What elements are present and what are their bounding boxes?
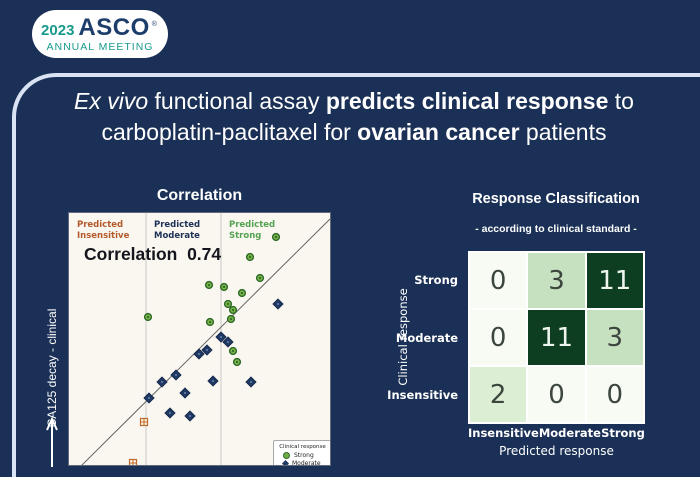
matrix-x-axis-label: Predicted response: [499, 444, 614, 458]
scatter-plot: Predicted Insensitive Predicted Moderate…: [68, 212, 331, 466]
registered-mark-icon: ®: [151, 21, 157, 29]
matrix-subtitle: - according to clinical standard -: [475, 223, 637, 235]
logo-subtitle: ANNUAL MEETING: [46, 40, 154, 53]
logo-org: ASCO: [78, 14, 150, 42]
confusion-matrix: 0 3 11 0 11 3 2 0 0: [468, 251, 645, 424]
col-label-moderate: Moderate: [538, 426, 601, 440]
matrix-cell: 11: [528, 310, 585, 365]
scatter-canvas: [81, 213, 330, 465]
row-label-strong: Strong: [414, 272, 458, 287]
up-arrow-icon: [46, 417, 58, 467]
matrix-cell: 0: [586, 367, 643, 422]
matrix-cell: 0: [470, 310, 527, 365]
asco-logo-line1: 2023 ASCO ®: [41, 15, 159, 40]
legend-item-strong: Strong: [274, 450, 330, 459]
zone-label-strong: Predicted Strong: [229, 220, 276, 242]
row-label-moderate: Moderate: [395, 330, 458, 345]
asco-logo: 2023 ASCO ® ANNUAL MEETING: [32, 10, 168, 58]
zone-label-insensitive: Predicted Insensitive: [77, 220, 130, 242]
col-label-insensitive: Insensitive: [468, 426, 539, 440]
matrix-cell: 2: [470, 367, 527, 422]
matrix-cell: 3: [528, 253, 585, 308]
matrix-title: Response Classification: [472, 191, 640, 207]
scatter-title: Correlation: [156, 187, 243, 204]
logo-year: 2023: [41, 22, 75, 40]
scatter-y-axis-label: CA125 decay - clinical: [45, 308, 59, 428]
legend-title: Clinical response: [279, 444, 326, 450]
legend-item-moderate: Moderate: [274, 459, 330, 465]
title-line-2: carboplatin-paclitaxel for ovarian cance…: [101, 119, 607, 145]
row-label-insensitive: Insensitive: [387, 388, 458, 403]
strong-circle-icon: [283, 451, 290, 459]
scatter-legend: Clinical response Strong Moderate: [273, 440, 330, 465]
col-label-strong: Strong: [601, 426, 645, 440]
matrix-cell: 3: [586, 310, 643, 365]
matrix-col-labels: Insensitive Moderate Strong: [468, 426, 645, 440]
matrix-cell: 0: [470, 253, 527, 308]
matrix-row-labels: Strong Moderate Insensitive: [387, 251, 462, 424]
title-line-1: Ex vivo functional assay predicts clinic…: [74, 88, 634, 114]
page-title: Ex vivo functional assay predicts clinic…: [30, 86, 678, 148]
matrix-cell: 0: [528, 367, 585, 422]
zone-label-moderate: Predicted Moderate: [154, 220, 201, 242]
moderate-diamond-icon: [281, 459, 290, 465]
matrix-cell: 11: [586, 253, 643, 308]
correlation-annotation: Correlation 0.74: [84, 244, 222, 264]
